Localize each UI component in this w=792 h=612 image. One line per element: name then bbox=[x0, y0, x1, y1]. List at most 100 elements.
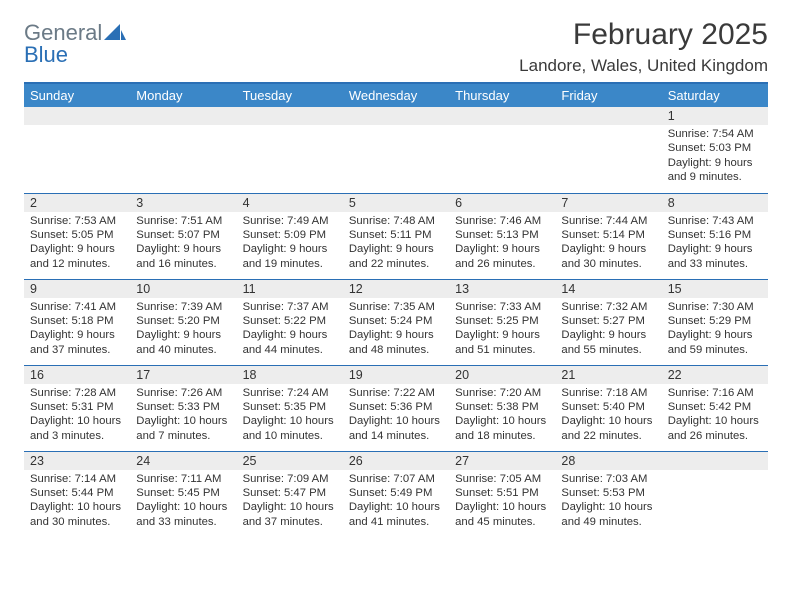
weekday-header: Wednesday bbox=[343, 84, 449, 107]
day-details: Sunrise: 7:22 AMSunset: 5:36 PMDaylight:… bbox=[343, 384, 449, 448]
daylight-text: Daylight: 10 hours and 14 minutes. bbox=[349, 414, 443, 443]
day-details: Sunrise: 7:35 AMSunset: 5:24 PMDaylight:… bbox=[343, 298, 449, 362]
daylight-text: Daylight: 10 hours and 22 minutes. bbox=[561, 414, 655, 443]
page-header: General Blue February 2025 Landore, Wale… bbox=[24, 18, 768, 76]
sunset-text: Sunset: 5:20 PM bbox=[136, 314, 230, 328]
day-details: Sunrise: 7:54 AMSunset: 5:03 PMDaylight:… bbox=[662, 125, 768, 189]
day-number: 2 bbox=[24, 194, 130, 212]
day-number: 17 bbox=[130, 366, 236, 384]
sunrise-text: Sunrise: 7:09 AM bbox=[243, 472, 337, 486]
daylight-text: Daylight: 9 hours and 19 minutes. bbox=[243, 242, 337, 271]
day-details: Sunrise: 7:07 AMSunset: 5:49 PMDaylight:… bbox=[343, 470, 449, 534]
sunrise-text: Sunrise: 7:05 AM bbox=[455, 472, 549, 486]
day-number: 24 bbox=[130, 452, 236, 470]
daylight-text: Daylight: 10 hours and 26 minutes. bbox=[668, 414, 762, 443]
daylight-text: Daylight: 10 hours and 10 minutes. bbox=[243, 414, 337, 443]
calendar-row: 9Sunrise: 7:41 AMSunset: 5:18 PMDaylight… bbox=[24, 279, 768, 365]
day-number bbox=[130, 107, 236, 125]
daylight-text: Daylight: 9 hours and 37 minutes. bbox=[30, 328, 124, 357]
sunset-text: Sunset: 5:13 PM bbox=[455, 228, 549, 242]
calendar-row: 23Sunrise: 7:14 AMSunset: 5:44 PMDayligh… bbox=[24, 451, 768, 537]
day-number: 8 bbox=[662, 194, 768, 212]
calendar-cell: 1Sunrise: 7:54 AMSunset: 5:03 PMDaylight… bbox=[662, 107, 768, 193]
sunrise-text: Sunrise: 7:11 AM bbox=[136, 472, 230, 486]
sunrise-text: Sunrise: 7:41 AM bbox=[30, 300, 124, 314]
daylight-text: Daylight: 10 hours and 7 minutes. bbox=[136, 414, 230, 443]
day-details: Sunrise: 7:39 AMSunset: 5:20 PMDaylight:… bbox=[130, 298, 236, 362]
weekday-header: Monday bbox=[130, 84, 236, 107]
sunset-text: Sunset: 5:40 PM bbox=[561, 400, 655, 414]
sunrise-text: Sunrise: 7:49 AM bbox=[243, 214, 337, 228]
sunrise-text: Sunrise: 7:44 AM bbox=[561, 214, 655, 228]
sunset-text: Sunset: 5:22 PM bbox=[243, 314, 337, 328]
day-number: 25 bbox=[237, 452, 343, 470]
sunrise-text: Sunrise: 7:07 AM bbox=[349, 472, 443, 486]
day-details: Sunrise: 7:20 AMSunset: 5:38 PMDaylight:… bbox=[449, 384, 555, 448]
day-details: Sunrise: 7:11 AMSunset: 5:45 PMDaylight:… bbox=[130, 470, 236, 534]
sunrise-text: Sunrise: 7:16 AM bbox=[668, 386, 762, 400]
calendar-cell: 9 Sunrise: 7:41 AMSunset: 5:18 PMDaylight… bbox=[24, 279, 130, 365]
daylight-text: Daylight: 10 hours and 18 minutes. bbox=[455, 414, 549, 443]
sunrise-text: Sunrise: 7:33 AM bbox=[455, 300, 549, 314]
daylight-text: Daylight: 9 hours and 59 minutes. bbox=[668, 328, 762, 357]
day-number bbox=[662, 452, 768, 470]
sunset-text: Sunset: 5:09 PM bbox=[243, 228, 337, 242]
day-details: Sunrise: 7:03 AMSunset: 5:53 PMDaylight:… bbox=[555, 470, 661, 534]
sunrise-text: Sunrise: 7:03 AM bbox=[561, 472, 655, 486]
calendar-cell bbox=[555, 107, 661, 193]
calendar-cell: 5Sunrise: 7:48 AMSunset: 5:11 PMDaylight… bbox=[343, 193, 449, 279]
daylight-text: Daylight: 9 hours and 12 minutes. bbox=[30, 242, 124, 271]
daylight-text: Daylight: 10 hours and 49 minutes. bbox=[561, 500, 655, 529]
weekday-header: Saturday bbox=[662, 84, 768, 107]
sunset-text: Sunset: 5:49 PM bbox=[349, 486, 443, 500]
sunrise-text: Sunrise: 7:54 AM bbox=[668, 127, 762, 141]
calendar-cell: 17Sunrise: 7:26 AMSunset: 5:33 PMDayligh… bbox=[130, 365, 236, 451]
sunset-text: Sunset: 5:53 PM bbox=[561, 486, 655, 500]
day-number: 11 bbox=[237, 280, 343, 298]
calendar-cell: 20Sunrise: 7:20 AMSunset: 5:38 PMDayligh… bbox=[449, 365, 555, 451]
day-number: 22 bbox=[662, 366, 768, 384]
daylight-text: Daylight: 10 hours and 45 minutes. bbox=[455, 500, 549, 529]
day-details: Sunrise: 7:05 AMSunset: 5:51 PMDaylight:… bbox=[449, 470, 555, 534]
calendar-row: 2Sunrise: 7:53 AMSunset: 5:05 PMDaylight… bbox=[24, 193, 768, 279]
sunset-text: Sunset: 5:45 PM bbox=[136, 486, 230, 500]
calendar-cell bbox=[130, 107, 236, 193]
day-details: Sunrise: 7:14 AMSunset: 5:44 PMDaylight:… bbox=[24, 470, 130, 534]
sunset-text: Sunset: 5:29 PM bbox=[668, 314, 762, 328]
day-number: 23 bbox=[24, 452, 130, 470]
calendar-cell: 10Sunrise: 7:39 AMSunset: 5:20 PMDayligh… bbox=[130, 279, 236, 365]
sunrise-text: Sunrise: 7:30 AM bbox=[668, 300, 762, 314]
daylight-text: Daylight: 10 hours and 3 minutes. bbox=[30, 414, 124, 443]
sunset-text: Sunset: 5:44 PM bbox=[30, 486, 124, 500]
calendar-cell bbox=[237, 107, 343, 193]
calendar-cell: 21Sunrise: 7:18 AMSunset: 5:40 PMDayligh… bbox=[555, 365, 661, 451]
daylight-text: Daylight: 9 hours and 51 minutes. bbox=[455, 328, 549, 357]
daylight-text: Daylight: 10 hours and 33 minutes. bbox=[136, 500, 230, 529]
sunrise-text: Sunrise: 7:26 AM bbox=[136, 386, 230, 400]
day-details: Sunrise: 7:37 AMSunset: 5:22 PMDaylight:… bbox=[237, 298, 343, 362]
sunset-text: Sunset: 5:05 PM bbox=[30, 228, 124, 242]
day-number: 6 bbox=[449, 194, 555, 212]
weekday-header: Sunday bbox=[24, 84, 130, 107]
sunrise-text: Sunrise: 7:32 AM bbox=[561, 300, 655, 314]
sunrise-text: Sunrise: 7:51 AM bbox=[136, 214, 230, 228]
daylight-text: Daylight: 9 hours and 48 minutes. bbox=[349, 328, 443, 357]
daylight-text: Daylight: 10 hours and 41 minutes. bbox=[349, 500, 443, 529]
logo-word2: Blue bbox=[24, 42, 68, 67]
day-details: Sunrise: 7:16 AMSunset: 5:42 PMDaylight:… bbox=[662, 384, 768, 448]
weekday-header: Friday bbox=[555, 84, 661, 107]
calendar-cell: 3Sunrise: 7:51 AMSunset: 5:07 PMDaylight… bbox=[130, 193, 236, 279]
daylight-text: Daylight: 9 hours and 55 minutes. bbox=[561, 328, 655, 357]
day-number: 3 bbox=[130, 194, 236, 212]
sunset-text: Sunset: 5:03 PM bbox=[668, 141, 762, 155]
sunset-text: Sunset: 5:11 PM bbox=[349, 228, 443, 242]
calendar-head: Sunday Monday Tuesday Wednesday Thursday… bbox=[24, 84, 768, 107]
day-number: 26 bbox=[343, 452, 449, 470]
calendar-cell: 24Sunrise: 7:11 AMSunset: 5:45 PMDayligh… bbox=[130, 451, 236, 537]
sunrise-text: Sunrise: 7:53 AM bbox=[30, 214, 124, 228]
sunset-text: Sunset: 5:18 PM bbox=[30, 314, 124, 328]
calendar-row: 1Sunrise: 7:54 AMSunset: 5:03 PMDaylight… bbox=[24, 107, 768, 193]
logo-text: General Blue bbox=[24, 22, 126, 66]
day-details: Sunrise: 7:43 AMSunset: 5:16 PMDaylight:… bbox=[662, 212, 768, 276]
day-number: 9 bbox=[24, 280, 130, 298]
